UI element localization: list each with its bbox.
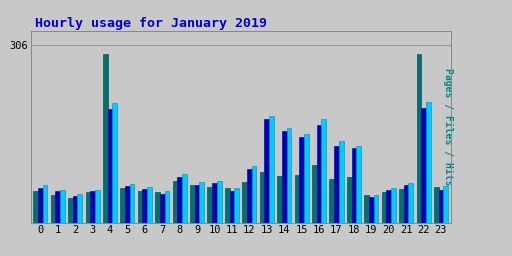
Bar <box>294 175 299 223</box>
Bar <box>369 197 374 223</box>
Bar <box>38 188 42 223</box>
Bar <box>391 188 396 223</box>
Bar <box>51 195 55 223</box>
Bar <box>155 193 160 223</box>
Bar <box>86 193 90 223</box>
Text: Hourly usage for January 2019: Hourly usage for January 2019 <box>35 17 267 29</box>
Bar <box>334 146 339 223</box>
Bar <box>90 191 95 223</box>
Bar <box>322 119 326 223</box>
Bar <box>173 181 177 223</box>
Bar <box>304 134 309 223</box>
Bar <box>73 196 77 223</box>
Bar <box>234 188 239 223</box>
Bar <box>399 189 404 223</box>
Bar <box>282 131 287 223</box>
Bar <box>347 177 352 223</box>
Bar <box>77 194 82 223</box>
Bar <box>164 191 169 223</box>
Bar <box>200 182 204 223</box>
Bar <box>426 102 431 223</box>
Bar <box>55 191 60 223</box>
Bar <box>439 190 443 223</box>
Bar <box>177 177 182 223</box>
Bar <box>356 146 361 223</box>
Bar <box>317 125 322 223</box>
Y-axis label: Pages / Files / Hits: Pages / Files / Hits <box>443 68 453 185</box>
Bar <box>217 181 222 223</box>
Bar <box>68 198 73 223</box>
Bar <box>374 195 378 223</box>
Bar <box>352 148 356 223</box>
Bar <box>312 165 317 223</box>
Bar <box>434 187 439 223</box>
Bar <box>416 54 421 223</box>
Bar <box>212 183 217 223</box>
Bar <box>443 186 448 223</box>
Bar <box>207 187 212 223</box>
Bar <box>242 182 247 223</box>
Bar <box>103 54 108 223</box>
Bar <box>108 109 112 223</box>
Bar <box>269 116 274 223</box>
Bar <box>42 185 47 223</box>
Bar <box>142 189 147 223</box>
Bar <box>264 119 269 223</box>
Bar <box>120 188 125 223</box>
Bar <box>299 137 304 223</box>
Bar <box>130 184 135 223</box>
Bar <box>277 176 282 223</box>
Bar <box>260 172 264 223</box>
Bar <box>364 195 369 223</box>
Bar <box>409 183 413 223</box>
Bar <box>138 191 142 223</box>
Bar <box>33 191 38 223</box>
Bar <box>112 103 117 223</box>
Bar <box>381 193 387 223</box>
Bar <box>95 189 100 223</box>
Bar <box>287 128 291 223</box>
Bar <box>252 166 257 223</box>
Bar <box>195 185 200 223</box>
Bar <box>160 194 164 223</box>
Bar <box>421 108 426 223</box>
Bar <box>60 189 65 223</box>
Bar <box>339 141 344 223</box>
Bar <box>229 191 234 223</box>
Bar <box>190 185 195 223</box>
Bar <box>125 186 130 223</box>
Bar <box>182 174 187 223</box>
Bar <box>387 190 391 223</box>
Bar <box>225 188 229 223</box>
Bar <box>329 179 334 223</box>
Bar <box>147 187 152 223</box>
Bar <box>404 186 409 223</box>
Bar <box>247 169 252 223</box>
